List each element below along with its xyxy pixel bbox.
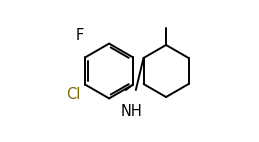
Text: F: F bbox=[76, 28, 84, 43]
Text: Cl: Cl bbox=[67, 87, 81, 102]
Text: NH: NH bbox=[120, 104, 142, 119]
